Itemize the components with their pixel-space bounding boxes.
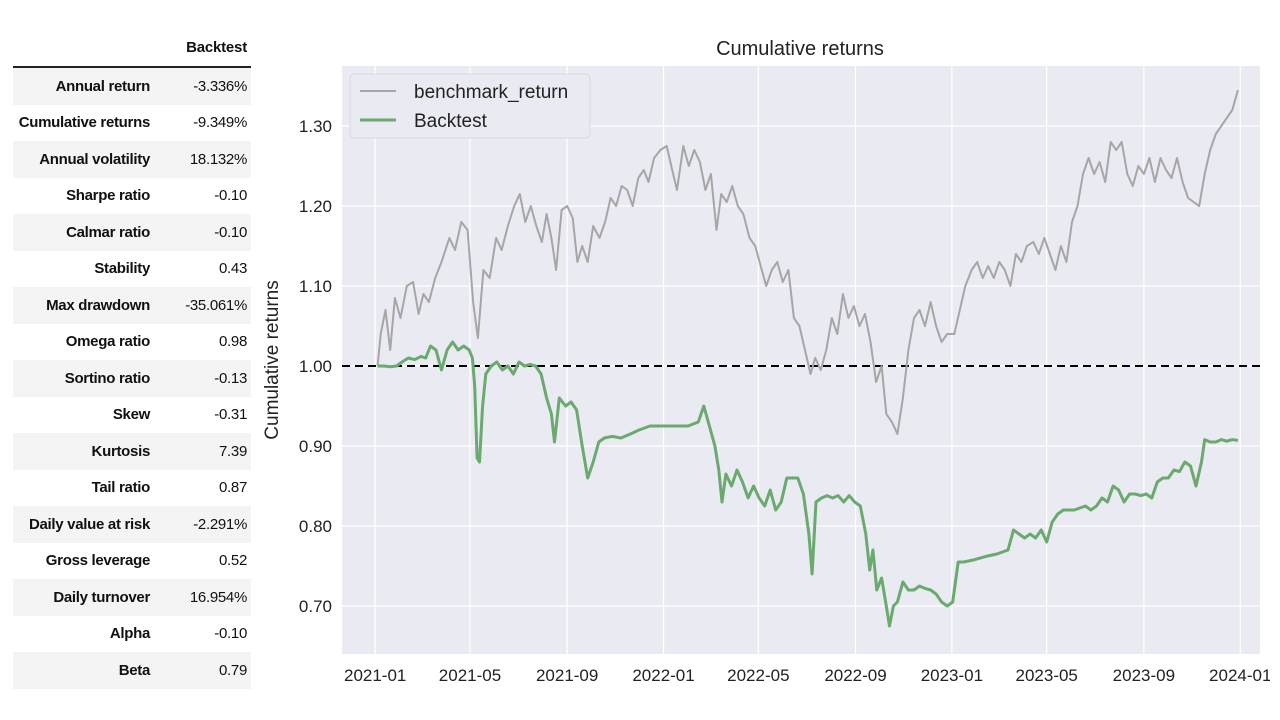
stats-row-label: Kurtosis: [91, 442, 151, 460]
plot-area: [342, 66, 1260, 654]
stats-row: Sortino ratio -0.13: [13, 360, 251, 397]
stats-row-value: -0.10: [214, 187, 247, 205]
stats-row-label: Alpha: [109, 625, 150, 643]
stats-row-label: Daily turnover: [53, 588, 150, 606]
x-tick-label: 2023-09: [1113, 666, 1175, 685]
stats-row: Stability 0.43: [13, 251, 251, 288]
stats-row-value: -0.10: [214, 625, 247, 643]
x-tick-label: 2022-09: [824, 666, 886, 685]
stats-row-label: Skew: [112, 406, 150, 424]
stats-row-value: -2.291%: [193, 515, 247, 533]
x-axis-ticks: 2021-01 2021-05 2021-09 2022-01 2022-05 2022-…: [344, 666, 1270, 685]
stats-table: Backtest Annual return -3.336% Cumulative …: [13, 38, 251, 689]
stats-row-label: Omega ratio: [65, 333, 151, 351]
stats-row: Sharpe ratio -0.10: [13, 178, 251, 215]
stats-row: Annual return -3.336%: [13, 68, 251, 105]
stats-row-value: 18.132%: [189, 150, 247, 168]
y-tick-label: 1.30: [299, 117, 332, 136]
stats-row: Max drawdown -35.061%: [13, 287, 251, 324]
stats-row-label: Gross leverage: [45, 552, 151, 570]
x-tick-label: 2021-01: [344, 666, 406, 685]
x-tick-label: 2023-05: [1016, 666, 1078, 685]
stats-row-label: Max drawdown: [46, 296, 150, 314]
y-tick-label: 0.90: [299, 437, 332, 456]
stats-row-value: 0.43: [219, 260, 247, 278]
stats-row-label: Sharpe ratio: [66, 187, 150, 205]
stats-row-label: Tail ratio: [91, 479, 151, 497]
y-tick-label: 0.80: [299, 517, 332, 536]
cumulative-returns-chart: Cumulative returns 0.70 0.80 0.90 1.00 1.10 1…: [262, 38, 1270, 685]
stats-row: Alpha -0.10: [13, 616, 251, 653]
series-layer: [376, 89, 1239, 628]
stats-row-value: -0.13: [214, 369, 247, 387]
stats-row-value: 16.954%: [189, 588, 247, 606]
x-tick-label: 2022-05: [727, 666, 789, 685]
stats-row: Kurtosis 7.39: [13, 433, 251, 470]
stats-table-body: Annual return -3.336% Cumulative returns -9…: [13, 68, 251, 689]
stats-row: Beta 0.79: [13, 652, 251, 689]
y-tick-label: 1.00: [299, 357, 332, 376]
y-tick-label: 1.20: [299, 197, 332, 216]
y-tick-label: 1.10: [299, 277, 332, 296]
stats-row-value: 0.79: [219, 661, 247, 679]
y-axis-ticks: 0.70 0.80 0.90 1.00 1.10 1.20 1.30: [299, 117, 332, 616]
series-line-benchmark-return: [376, 89, 1239, 435]
stats-table-header: Backtest: [13, 38, 251, 68]
y-axis-label: Cumulative returns: [262, 280, 283, 439]
stats-row-value: -9.349%: [193, 114, 247, 132]
stats-row-label: Annual volatility: [39, 150, 150, 168]
chart-title: Cumulative returns: [716, 38, 884, 60]
stats-row: Tail ratio 0.87: [13, 470, 251, 507]
stats-row-value: -35.061%: [185, 296, 247, 314]
x-tick-label: 2024-01: [1209, 666, 1270, 685]
stats-row-value: -0.10: [214, 223, 247, 241]
stats-row-label: Daily value at risk: [28, 515, 150, 533]
stats-row: Daily turnover 16.954%: [13, 579, 251, 616]
stats-row-value: 7.39: [219, 442, 247, 460]
x-tick-label: 2022-01: [632, 666, 694, 685]
stats-row: Cumulative returns -9.349%: [13, 105, 251, 142]
stats-column-header: Backtest: [186, 39, 247, 56]
stats-row-label: Beta: [118, 661, 151, 679]
stats-row-value: 0.52: [219, 552, 247, 570]
stats-row: Gross leverage 0.52: [13, 543, 251, 580]
stats-row: Omega ratio 0.98: [13, 324, 251, 361]
legend-box: [349, 73, 591, 139]
stats-row-value: 0.98: [219, 333, 247, 351]
legend-label: benchmark_return: [414, 82, 568, 103]
grid-lines: [342, 66, 1260, 654]
stats-row-value: -3.336%: [193, 77, 247, 95]
stats-row: Annual volatility 18.132%: [13, 141, 251, 178]
x-tick-label: 2021-05: [439, 666, 501, 685]
legend: benchmark_return Backtest: [349, 73, 591, 139]
legend-label: Backtest: [414, 111, 488, 132]
y-tick-label: 0.70: [299, 597, 332, 616]
x-tick-label: 2023-01: [921, 666, 983, 685]
x-tick-label: 2021-09: [536, 666, 598, 685]
stats-row: Calmar ratio -0.10: [13, 214, 251, 251]
stats-row-label: Calmar ratio: [66, 223, 150, 241]
stats-row-value: 0.87: [219, 479, 247, 497]
stats-row-label: Annual return: [55, 77, 151, 95]
stats-row: Skew -0.31: [13, 397, 251, 434]
stats-row-value: -0.31: [214, 406, 247, 424]
stats-row-label: Sortino ratio: [64, 369, 151, 387]
series-line-backtest: [377, 340, 1239, 628]
stats-row-label: Stability: [94, 260, 150, 278]
stats-row-label: Cumulative returns: [18, 114, 151, 132]
stats-row: Daily value at risk -2.291%: [13, 506, 251, 543]
